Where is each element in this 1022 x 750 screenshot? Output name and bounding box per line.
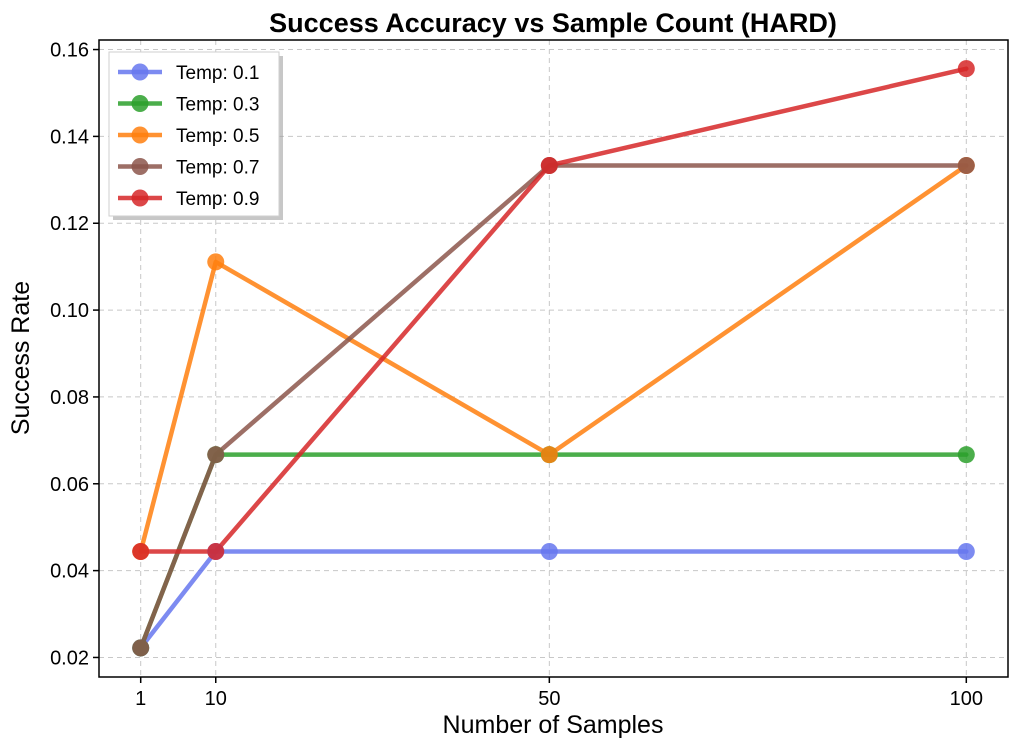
series-points bbox=[132, 60, 975, 657]
data-point-temp-0-9 bbox=[957, 60, 975, 78]
chart-title: Success Accuracy vs Sample Count (HARD) bbox=[269, 8, 837, 38]
data-point-temp-0-1 bbox=[957, 543, 975, 561]
data-point-temp-0-7 bbox=[132, 639, 150, 657]
y-tick-label: 0.16 bbox=[50, 40, 89, 62]
y-tick-label: 0.08 bbox=[50, 387, 89, 409]
legend-label-temp-0-1: Temp: 0.1 bbox=[176, 63, 259, 84]
grid bbox=[99, 40, 1008, 677]
legend-marker-temp-0-1 bbox=[131, 63, 149, 81]
data-point-temp-0-7 bbox=[207, 446, 225, 464]
y-tick-label: 0.02 bbox=[50, 647, 89, 669]
data-point-temp-0-3 bbox=[957, 446, 975, 464]
legend-marker-temp-0-3 bbox=[131, 95, 149, 112]
x-tick-label: 50 bbox=[538, 688, 560, 710]
data-point-temp-0-1 bbox=[540, 543, 558, 561]
y-tick-label: 0.06 bbox=[50, 474, 89, 496]
x-tick-label: 10 bbox=[205, 688, 227, 710]
series-line-temp-0-9 bbox=[138, 66, 969, 554]
series-lines bbox=[138, 66, 969, 651]
x-axis-ticks: 1 10 50 100 bbox=[135, 677, 983, 710]
series-line-temp-0-7 bbox=[138, 163, 969, 651]
data-point-temp-0-5 bbox=[207, 253, 225, 271]
plot-frame bbox=[98, 39, 1009, 678]
y-tick-label: 0.04 bbox=[50, 561, 89, 583]
legend-marker-temp-0-7 bbox=[131, 158, 149, 175]
legend-label-temp-0-9: Temp: 0.9 bbox=[176, 189, 259, 210]
legend-marker-temp-0-9 bbox=[131, 189, 149, 207]
data-point-temp-0-5 bbox=[540, 446, 558, 464]
data-point-temp-0-9 bbox=[540, 156, 558, 174]
data-point-temp-0-9 bbox=[207, 543, 225, 561]
legend: Temp: 0.1 Temp: 0.3 Temp: 0.5 Temp: 0.7 Temp… bbox=[108, 51, 283, 220]
data-point-temp-0-7 bbox=[957, 156, 975, 174]
y-tick-label: 0.10 bbox=[50, 300, 89, 322]
x-tick-label: 1 bbox=[135, 688, 146, 710]
y-axis-label: Success Rate bbox=[7, 281, 35, 435]
x-tick-label: 100 bbox=[950, 688, 983, 710]
x-axis-label: Number of Samples bbox=[443, 711, 664, 739]
data-point-temp-0-9 bbox=[132, 543, 150, 561]
y-tick-label: 0.14 bbox=[50, 126, 89, 148]
legend-items: Temp: 0.1 Temp: 0.3 Temp: 0.5 Temp: 0.7 Temp… bbox=[118, 63, 259, 210]
legend-label-temp-0-5: Temp: 0.5 bbox=[176, 126, 259, 147]
series-line-temp-0-1 bbox=[138, 549, 969, 651]
y-axis-ticks: 0.02 0.04 0.06 0.08 0.10 0.12 0.14 0.16 bbox=[50, 40, 99, 669]
legend-label-temp-0-3: Temp: 0.3 bbox=[176, 95, 259, 116]
legend-label-temp-0-7: Temp: 0.7 bbox=[176, 158, 259, 179]
y-tick-label: 0.12 bbox=[50, 213, 89, 235]
legend-marker-temp-0-5 bbox=[131, 126, 149, 144]
